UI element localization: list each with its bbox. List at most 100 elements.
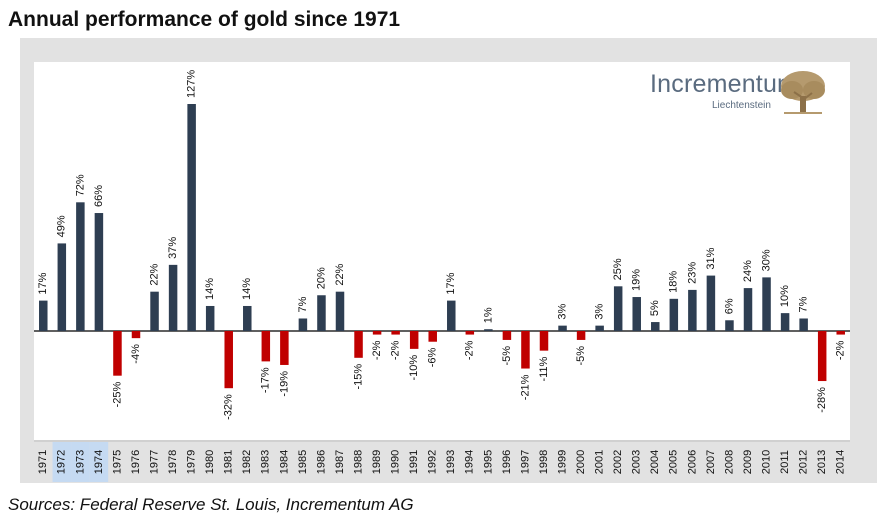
data-label: 10% (779, 285, 791, 307)
bar (205, 305, 215, 331)
bar (521, 331, 530, 369)
bar (428, 331, 437, 342)
bar (280, 331, 289, 365)
bar (113, 331, 122, 376)
category-label: 2000 (575, 450, 587, 474)
category-label: 2001 (594, 450, 606, 474)
category-label: 1981 (223, 450, 235, 474)
source-note: Sources: Federal Reserve St. Louis, Incr… (8, 495, 414, 514)
category-label: 2003 (631, 450, 643, 474)
bar (651, 322, 660, 331)
bar (502, 331, 512, 340)
data-label: -5% (575, 346, 587, 366)
chart-title: Annual performance of gold since 1971 (8, 8, 401, 31)
data-label: 20% (315, 267, 327, 289)
category-label: 1985 (297, 450, 309, 474)
bar (799, 318, 808, 331)
data-label: -2% (464, 340, 476, 360)
bar (706, 275, 716, 331)
bar (261, 331, 271, 362)
brand-logo: Incrementum Liechtenstein (650, 70, 835, 120)
bar (762, 277, 771, 331)
bar (836, 331, 845, 335)
category-label: 1999 (556, 450, 568, 474)
category-label: 1993 (445, 450, 457, 474)
bar (817, 331, 827, 382)
category-highlight (89, 442, 109, 482)
category-label: 2011 (779, 450, 791, 474)
category-label: 2006 (686, 450, 698, 474)
bar (57, 243, 67, 331)
category-label: 2008 (723, 450, 735, 474)
category-label: 1976 (130, 450, 142, 474)
category-highlight (71, 442, 90, 482)
category-label: 1984 (278, 450, 290, 474)
data-label: 6% (723, 298, 735, 314)
bar (76, 202, 85, 331)
bar (317, 295, 326, 331)
data-label: 14% (241, 278, 253, 300)
bar (576, 331, 586, 340)
bar (484, 329, 493, 331)
category-label: 1995 (482, 450, 494, 474)
data-label: 24% (742, 260, 754, 282)
data-label: 37% (167, 237, 179, 259)
category-label: 1986 (315, 450, 327, 474)
data-label: -28% (816, 387, 828, 413)
data-label: 19% (631, 269, 643, 291)
data-label: 7% (798, 296, 810, 312)
bar (372, 331, 382, 335)
data-label: -4% (130, 344, 142, 364)
bar (595, 325, 604, 331)
bar (725, 320, 734, 331)
plot-area (34, 62, 850, 440)
bar (354, 331, 363, 358)
category-label: 2009 (742, 450, 754, 474)
data-label: -17% (260, 367, 272, 393)
bar (39, 300, 48, 331)
category-label: 1992 (427, 450, 439, 474)
category-label: 1974 (93, 450, 105, 474)
data-label: 30% (760, 249, 772, 271)
brand-subtitle: Liechtenstein (712, 100, 771, 111)
bar (558, 325, 567, 331)
data-label: -10% (408, 355, 420, 381)
data-label: 22% (148, 263, 160, 285)
category-highlight (52, 442, 72, 482)
data-label: 25% (612, 258, 624, 280)
category-label: 1990 (390, 450, 402, 474)
category-label: 1979 (186, 450, 198, 474)
category-label: 2010 (760, 450, 772, 474)
category-label: 1973 (74, 450, 86, 474)
bar (224, 331, 233, 389)
data-label: 66% (93, 185, 105, 207)
data-label: 5% (649, 300, 661, 316)
category-label: 1971 (37, 450, 49, 474)
data-label: 1% (482, 307, 494, 323)
category-label: 2012 (798, 450, 810, 474)
category-label: 1975 (111, 450, 123, 474)
data-label: 31% (705, 247, 717, 269)
category-label: 2014 (835, 450, 847, 474)
data-label: -15% (352, 364, 364, 390)
category-label: 1998 (538, 450, 550, 474)
data-label: 72% (74, 174, 86, 196)
category-label: 1991 (408, 450, 420, 474)
category-label: 1996 (501, 450, 513, 474)
category-label: 1994 (464, 450, 476, 474)
category-label: 1982 (241, 450, 253, 474)
category-label: 1987 (334, 450, 346, 474)
data-label: -21% (519, 374, 531, 400)
data-label: 23% (686, 262, 698, 284)
bar (243, 305, 252, 331)
data-label: -5% (501, 346, 513, 366)
bar (168, 264, 178, 331)
data-label: -2% (390, 340, 402, 360)
data-label: 127% (186, 70, 198, 98)
category-label: 1983 (260, 450, 272, 474)
data-label: -32% (223, 394, 235, 420)
data-label: -6% (427, 348, 439, 368)
data-label: -25% (111, 381, 123, 407)
data-label: -11% (538, 356, 550, 381)
